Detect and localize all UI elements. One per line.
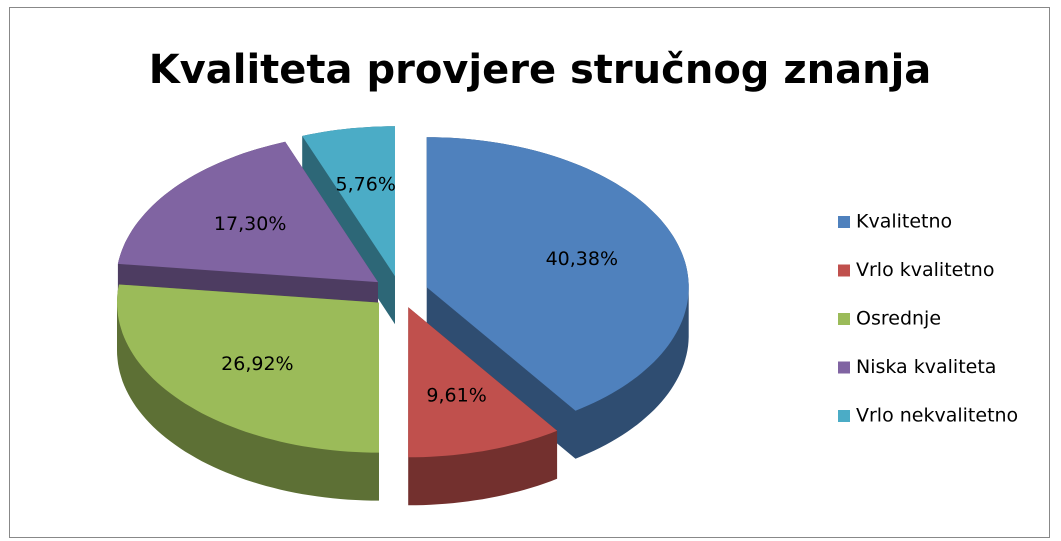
data-label: 17,30%: [214, 213, 286, 235]
legend-swatch: [838, 216, 850, 228]
legend-swatch: [838, 410, 850, 422]
slice: [117, 141, 379, 283]
legend-label: Niska kvaliteta: [856, 356, 996, 378]
legend-label: Kvalitetno: [856, 211, 952, 233]
slice: [117, 284, 379, 453]
chart-title: Kvaliteta provjere stručnog znanja: [149, 47, 932, 93]
data-label: 5,76%: [336, 173, 396, 195]
data-label: 40,38%: [546, 248, 618, 270]
data-label: 9,61%: [426, 385, 486, 407]
slice: [408, 307, 558, 458]
legend-label: Vrlo kvalitetno: [856, 259, 994, 281]
legend-swatch: [838, 313, 850, 325]
legend-swatch: [838, 361, 850, 374]
slice: [302, 126, 395, 277]
data-label: 26,92%: [221, 353, 293, 375]
legend-label: Vrlo nekvalitetno: [856, 405, 1018, 427]
legend-label: Osrednje: [856, 308, 941, 330]
slice: [426, 137, 689, 411]
legend-swatch: [838, 264, 850, 277]
